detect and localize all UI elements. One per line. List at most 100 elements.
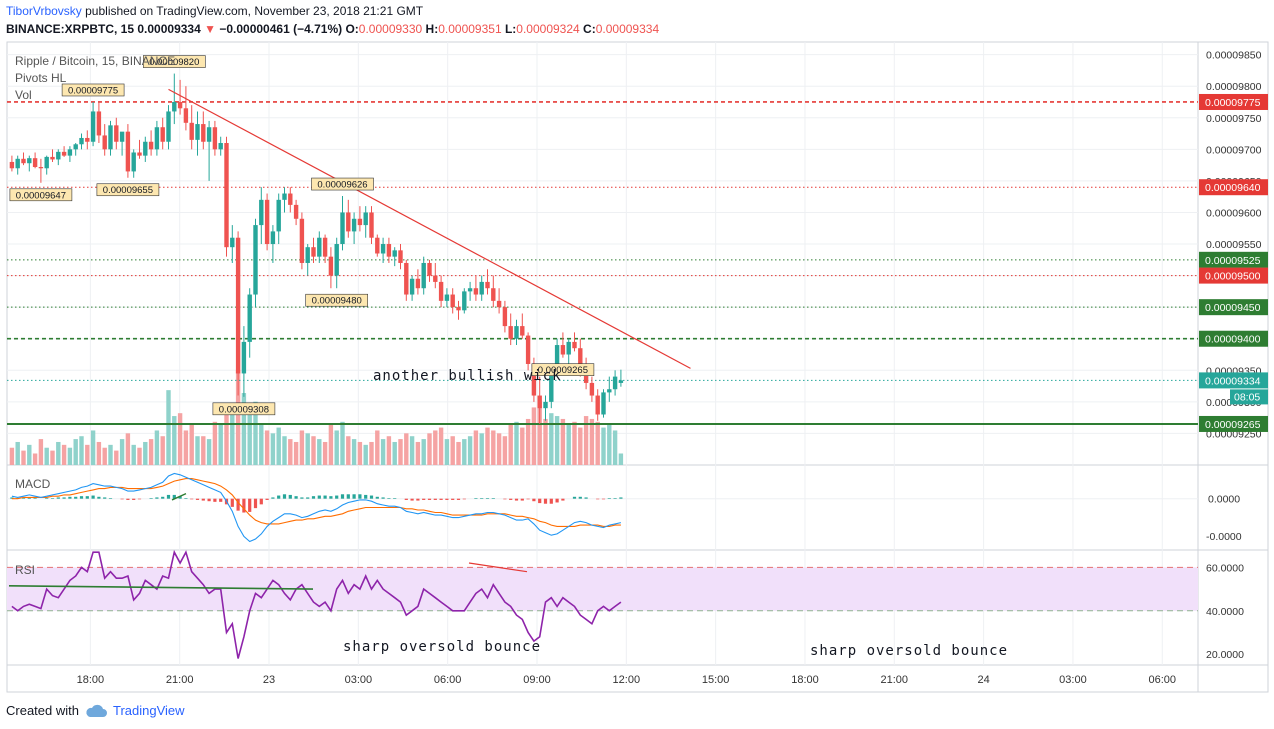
candle-up <box>154 127 160 150</box>
candle-down <box>491 288 496 301</box>
volume-bar <box>502 436 508 465</box>
candle-up <box>259 199 264 226</box>
candle-up <box>241 341 247 374</box>
level-price-tag-text: 0.00009640 <box>1205 182 1261 194</box>
volume-bar <box>15 441 20 465</box>
pivot-label: 0.00009265 <box>538 365 588 376</box>
level-price-tag <box>1199 179 1268 196</box>
volume-bar <box>462 439 467 465</box>
volume-bar <box>212 421 218 465</box>
pivot-label: 0.00009775 <box>68 85 118 96</box>
down-arrow-icon: ▼ <box>204 22 216 36</box>
macd-histogram-bar <box>27 497 31 499</box>
candle-down <box>595 395 600 415</box>
rsi-drawn-support-line[interactable] <box>8 585 314 590</box>
macd-histogram-bar <box>439 498 443 500</box>
macd-histogram-bar <box>416 498 420 501</box>
time-tick-label: 03:00 <box>345 674 373 686</box>
volume-bar <box>578 427 583 465</box>
candle-down <box>415 278 421 289</box>
volume-bar <box>177 413 183 465</box>
volume-bar <box>346 436 351 465</box>
time-tick-label: 21:00 <box>166 674 194 686</box>
macd-histogram-bar <box>97 496 101 499</box>
macd-histogram-bar <box>74 496 78 499</box>
price-tick-label: 0.00009550 <box>1206 239 1262 251</box>
volume-bar <box>288 439 293 465</box>
candle-down <box>311 247 316 257</box>
candle-up <box>444 294 450 301</box>
volume-bar <box>166 390 171 465</box>
candle-up <box>73 144 78 150</box>
macd-histogram-bar <box>190 498 194 500</box>
macd-histogram-bar <box>485 498 490 499</box>
tradingview-link[interactable]: TradingView <box>112 703 185 718</box>
macd-histogram-bar <box>433 498 437 500</box>
candle-down <box>137 152 142 156</box>
volume-bar <box>595 421 600 465</box>
macd-histogram-bar <box>526 498 530 500</box>
pivot-label: 0.00009480 <box>312 296 362 307</box>
volume-bar <box>195 436 200 465</box>
volume-bar <box>351 439 357 465</box>
macd-histogram-bar <box>346 494 350 499</box>
candle-down <box>520 326 525 336</box>
volume-bar <box>218 424 223 465</box>
macd-histogram-bar <box>509 498 513 500</box>
volume-bar <box>589 418 595 465</box>
candle-down <box>525 335 531 364</box>
level-price-tag-text: 0.00009265 <box>1205 419 1261 431</box>
macd-histogram-bar <box>45 498 49 499</box>
macd-drawn-line[interactable] <box>171 493 187 501</box>
volume-bar <box>363 444 368 465</box>
pivot-label: 0.00009626 <box>317 180 367 191</box>
volume-bar <box>311 436 316 465</box>
macd-histogram-bar <box>33 498 37 499</box>
candle-down <box>177 101 183 109</box>
candle-down <box>50 156 55 160</box>
macd-histogram-bar <box>607 498 611 499</box>
macd-histogram-bar <box>358 494 362 499</box>
volume-bar <box>491 430 496 465</box>
rsi-tick-label: 40.0000 <box>1206 606 1244 618</box>
candle-up <box>467 288 473 292</box>
macd-histogram-bar <box>445 498 449 500</box>
level-price-tag <box>1199 299 1268 316</box>
volume-bar <box>479 433 484 465</box>
volume-bar <box>50 450 55 465</box>
macd-histogram-bar <box>79 496 84 499</box>
candle-down <box>496 300 502 308</box>
time-tick-label: 06:00 <box>434 674 462 686</box>
volume-bar <box>537 401 542 465</box>
volume-bar <box>433 430 438 465</box>
macd-histogram-bar <box>555 498 559 503</box>
descending-trendline[interactable] <box>168 88 691 369</box>
published-text: published on TradingView.com, November 2… <box>81 4 424 18</box>
volume-bar <box>508 424 513 465</box>
candle-up <box>108 125 113 150</box>
macd-histogram-bar <box>282 494 287 499</box>
macd-histogram-bar <box>201 498 205 501</box>
volume-bar <box>531 407 537 465</box>
candle-up <box>206 127 212 142</box>
volume-bar <box>143 441 148 465</box>
macd-histogram-bar <box>422 498 426 500</box>
candle-up <box>67 149 73 156</box>
time-tick-label: 18:00 <box>77 674 105 686</box>
rsi-drawn-divergence-line[interactable] <box>468 562 528 573</box>
macd-histogram-bar <box>538 498 542 504</box>
candle-down <box>189 122 194 140</box>
time-tick-label: 21:00 <box>881 674 909 686</box>
macd-histogram-bar <box>514 498 519 501</box>
candle-down <box>502 307 508 327</box>
volume-bar <box>56 441 61 465</box>
rsi-tick-label: 60.0000 <box>1206 562 1244 574</box>
candle-down <box>125 131 131 172</box>
author-link[interactable]: TiborVrbovsky <box>6 4 82 18</box>
candle-up <box>317 237 322 257</box>
volume-bar <box>183 430 189 465</box>
macd-histogram-bar <box>480 498 484 499</box>
candle-down <box>293 204 299 219</box>
candle-up <box>554 345 560 371</box>
